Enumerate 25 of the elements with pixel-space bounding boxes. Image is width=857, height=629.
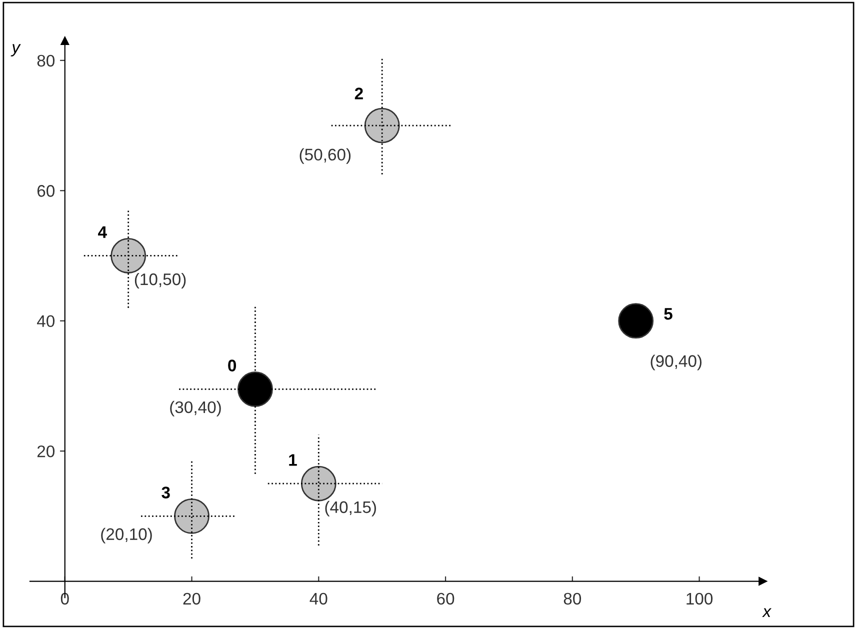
- annotation: (90,40): [650, 354, 702, 370]
- annotation: 1: [289, 454, 297, 466]
- annotation: (20,10): [101, 528, 152, 544]
- annotation: (50,60): [300, 148, 351, 164]
- x-tick-label: 100: [686, 592, 713, 605]
- x-tick-label: 80: [564, 592, 582, 605]
- annotation: (10,50): [134, 272, 186, 288]
- x-axis-title: x: [762, 608, 772, 618]
- y-axis-title: y: [10, 44, 21, 56]
- annotation: 2: [354, 88, 363, 100]
- annotation: 4: [98, 226, 107, 238]
- point: [618, 303, 654, 339]
- annotation: (40,15): [325, 500, 376, 516]
- y-tick-label: 60: [37, 185, 55, 197]
- y-tick-label: 80: [37, 54, 55, 67]
- x-tick-label: 60: [437, 592, 454, 605]
- y-tick-label: 20: [37, 445, 55, 458]
- annotation: 0: [228, 360, 236, 372]
- y-tick-label: 40: [37, 315, 55, 328]
- x-tick-label: 20: [183, 592, 200, 605]
- x-tick-label: 40: [310, 592, 328, 605]
- annotation: 5: [664, 308, 672, 320]
- annotation: (30,40): [170, 400, 221, 416]
- x-tick-label: 0: [60, 592, 69, 605]
- annotation: 3: [162, 486, 170, 498]
